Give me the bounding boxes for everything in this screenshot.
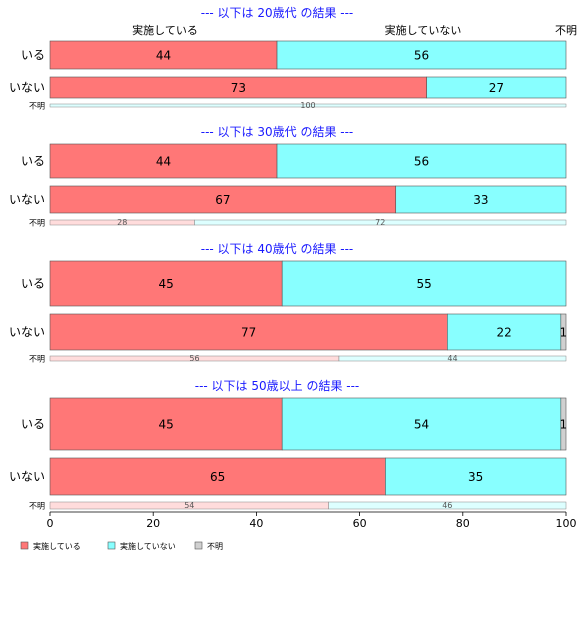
x-tick-label: 40 (249, 517, 263, 530)
legend-label: 実施していない (120, 541, 176, 551)
row-label: 不明 (29, 219, 45, 228)
data-label: 100 (300, 101, 315, 110)
data-label: 73 (231, 81, 246, 95)
data-label: 45 (158, 277, 173, 291)
data-label: 77 (241, 326, 256, 340)
bar-segment (49, 103, 567, 108)
data-label: 54 (184, 501, 194, 510)
bar-row: 不明 28 72 (29, 218, 567, 228)
bar-segment (560, 397, 567, 451)
bar-segment (49, 260, 283, 307)
data-label: 22 (496, 326, 511, 340)
bar-row: いない 65 35 (9, 457, 567, 496)
bar-segment (385, 457, 567, 496)
legend-swatch (107, 541, 116, 550)
row-label: 不明 (29, 355, 45, 364)
bar-segment (49, 40, 278, 70)
data-label: 65 (210, 470, 225, 484)
data-label: 1 (560, 326, 568, 340)
bar-group: --- 以下は 30歳代 の結果 --- いる 44 56 いない 67 33 不明 28 72 (9, 125, 567, 228)
data-label: 45 (158, 418, 173, 432)
x-tick-label: 20 (146, 517, 160, 530)
bar-row: いる 44 56 (21, 143, 567, 179)
x-tick-label: 0 (47, 517, 54, 530)
group-title: --- 以下は 20歳代 の結果 --- (201, 6, 354, 20)
row-label: いる (21, 154, 45, 168)
group-title: --- 以下は 50歳以上 の結果 --- (195, 379, 360, 393)
row-label: いる (21, 417, 45, 431)
bar-segment (194, 219, 567, 226)
data-label: 44 (447, 354, 457, 363)
row-label: 不明 (29, 502, 45, 511)
data-label: 72 (375, 218, 385, 227)
data-label: 55 (416, 277, 431, 291)
x-tick-label: 100 (556, 517, 577, 530)
row-label: いない (9, 470, 45, 484)
row-label: 不明 (29, 102, 45, 111)
data-label: 27 (489, 81, 504, 95)
data-label: 44 (156, 155, 171, 169)
data-label: 28 (117, 218, 127, 227)
bar-row: いない 77 22 1 (9, 313, 568, 351)
legend-label: 実施している (33, 541, 81, 551)
group-title: --- 以下は 40歳代 の結果 --- (201, 242, 354, 256)
column-header-implemented: 実施している (132, 23, 198, 37)
bar-segment (395, 185, 567, 214)
column-header-unknown: 不明 (555, 24, 577, 37)
data-label: 1 (560, 418, 568, 432)
bar-row: いる 45 54 1 (21, 397, 568, 451)
bar-group: --- 以下は 20歳代 の結果 --- いる 44 56 いない 73 27 不明 100 (9, 6, 567, 111)
bar-segment (560, 313, 567, 351)
column-headers: 実施している 実施していない 不明 (132, 23, 577, 37)
legend-swatch (20, 541, 29, 550)
data-label: 56 (414, 49, 429, 63)
data-label: 54 (414, 418, 429, 432)
bar-group: --- 以下は 40歳代 の結果 --- いる 45 55 いない 77 22 1 不明 56 44 (9, 242, 567, 364)
data-label: 67 (215, 193, 230, 207)
bar-segment (49, 185, 397, 214)
row-label: いない (9, 81, 45, 95)
bar-segment (281, 397, 562, 451)
legend: 実施している 実施していない 不明 (20, 541, 223, 551)
bar-segment (49, 313, 448, 351)
row-label: いる (21, 277, 45, 291)
bar-segment (338, 355, 567, 362)
data-label: 46 (442, 501, 452, 510)
legend-swatch (194, 541, 203, 550)
row-label: いない (9, 325, 45, 339)
group-title: --- 以下は 30歳代 の結果 --- (201, 125, 354, 139)
bar-segment (447, 313, 562, 351)
bar-segment (49, 457, 386, 496)
data-label: 56 (414, 155, 429, 169)
bar-row: いる 44 56 (21, 40, 567, 70)
bar-row: 不明 56 44 (29, 354, 567, 364)
bar-group: --- 以下は 50歳以上 の結果 --- いる 45 54 1 いない 65 35 不明 54 4… (9, 379, 567, 511)
bar-row: いない 73 27 (9, 76, 567, 99)
data-label: 44 (156, 49, 171, 63)
x-axis: 0 20 40 60 80 100 (47, 511, 577, 530)
x-tick-label: 60 (353, 517, 367, 530)
x-tick-label: 80 (456, 517, 470, 530)
legend-label: 不明 (207, 542, 223, 551)
bar-segment (328, 501, 567, 510)
bar-row: いる 45 55 (21, 260, 567, 307)
bar-row: いない 67 33 (9, 185, 567, 214)
bar-segment (426, 76, 567, 99)
bar-segment (276, 143, 567, 179)
data-label: 33 (473, 193, 488, 207)
bar-segment (49, 143, 278, 179)
bar-segment (276, 40, 567, 70)
row-label: いる (21, 48, 45, 62)
bar-segment (281, 260, 567, 307)
data-label: 35 (468, 470, 483, 484)
row-label: いない (9, 193, 45, 207)
bar-segment (49, 397, 283, 451)
bar-row: 不明 100 (29, 101, 567, 111)
column-header-not-implemented: 実施していない (385, 23, 462, 37)
bar-row: 不明 54 46 (29, 501, 567, 511)
data-label: 56 (189, 354, 199, 363)
